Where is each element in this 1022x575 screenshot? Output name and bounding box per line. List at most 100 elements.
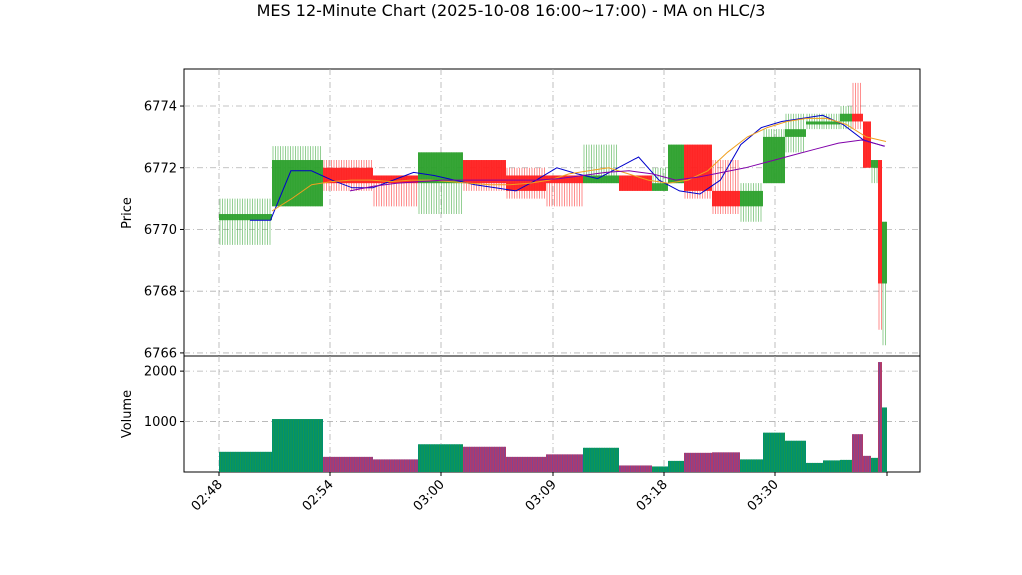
price-grid <box>184 69 920 356</box>
x-tick-label: 03:30 <box>745 477 782 514</box>
volume-bar <box>323 456 373 472</box>
volume-bar <box>740 459 763 472</box>
volume-bar <box>506 456 546 472</box>
volume-bar-body <box>668 460 684 472</box>
volume-bar <box>546 454 583 472</box>
price-panel: 6766 6768 6770 6772 6774 Price <box>120 68 921 361</box>
volume-bar <box>871 457 878 472</box>
x-tick-label: 03:18 <box>634 477 671 514</box>
volume-bar <box>684 452 712 472</box>
volume-panel: 1000 2000 Volume <box>120 355 921 473</box>
candle <box>852 82 863 130</box>
volume-bar-body <box>418 444 463 472</box>
volume-tick-label: 2000 <box>144 365 177 380</box>
volume-bar <box>619 465 652 472</box>
candle <box>871 160 878 184</box>
volume-bar <box>652 466 668 472</box>
candle <box>863 121 871 168</box>
candle <box>712 160 740 215</box>
volume-bar <box>373 459 418 472</box>
price-tick-label: 6772 <box>144 161 177 176</box>
volume-bars <box>219 362 887 472</box>
price-plot-frame <box>183 68 921 357</box>
candle-body <box>652 183 668 191</box>
candle-body <box>418 152 463 184</box>
volume-bar <box>763 432 785 472</box>
candle <box>546 175 583 207</box>
volume-bar-body <box>785 440 806 472</box>
x-tick-label: 02:48 <box>189 477 226 514</box>
candle-body <box>712 190 740 207</box>
volume-bar-body <box>272 419 323 472</box>
candle-body <box>583 175 619 184</box>
price-tick-label: 6770 <box>144 223 177 238</box>
price-tick-label: 6766 <box>144 346 177 361</box>
candle <box>463 160 506 191</box>
volume-bar <box>882 407 887 472</box>
price-axis-label: Price <box>120 197 135 229</box>
volume-bar <box>840 459 852 472</box>
candle <box>272 146 323 207</box>
ma-long-line <box>349 139 886 192</box>
candle <box>652 167 668 191</box>
candle-body <box>871 160 878 168</box>
volume-bar <box>863 455 871 472</box>
volume-bar <box>785 440 806 472</box>
volume-axis-label: Volume <box>120 390 135 438</box>
volume-bar-body <box>506 456 546 472</box>
candle-body <box>882 221 887 284</box>
volume-bar-body <box>852 434 863 472</box>
candle <box>882 221 887 346</box>
volume-bar <box>418 444 463 472</box>
candle-body <box>219 214 272 221</box>
candle <box>763 129 785 184</box>
x-tick-label: 03:00 <box>411 477 448 514</box>
candle <box>740 183 763 222</box>
candle-body <box>272 160 323 207</box>
candle <box>668 144 684 184</box>
candle-body <box>823 121 840 125</box>
volume-bar-body <box>323 456 373 472</box>
volume-bar-body <box>652 466 668 472</box>
candle <box>418 152 463 215</box>
candle-body <box>740 190 763 207</box>
ma-fast-line <box>250 114 885 221</box>
volume-bar <box>823 460 840 472</box>
x-axis-ticks: 02:48 02:54 03:00 03:09 03:18 03:30 <box>189 472 888 514</box>
volume-bar <box>272 419 323 472</box>
candle-body <box>840 113 852 122</box>
candle <box>323 160 373 191</box>
volume-bar-body <box>871 457 878 472</box>
candle-body <box>863 121 871 168</box>
volume-bar-body <box>806 462 823 472</box>
volume-bar <box>878 362 882 472</box>
x-tick-label: 02:54 <box>300 477 337 514</box>
candle <box>840 106 852 130</box>
volume-bar-body <box>882 407 887 472</box>
volume-bar <box>219 451 272 472</box>
volume-bar-body <box>823 460 840 472</box>
candles <box>219 82 887 346</box>
volume-bar <box>463 446 506 472</box>
candle <box>619 175 652 191</box>
volume-tick-label: 1000 <box>144 415 177 430</box>
ma-slow-line <box>271 117 887 212</box>
volume-bar <box>583 447 619 472</box>
price-tick-label: 6768 <box>144 285 177 300</box>
x-tick-label: 03:09 <box>523 477 560 514</box>
volume-bar <box>806 462 823 472</box>
candle <box>583 144 619 184</box>
candle-body <box>619 175 652 191</box>
candle <box>684 144 712 199</box>
volume-bar <box>852 434 863 472</box>
volume-bar-body <box>878 362 882 472</box>
candle-body <box>323 167 373 184</box>
candle <box>878 160 882 330</box>
volume-bar <box>668 460 684 472</box>
volume-bar-body <box>583 447 619 472</box>
price-tick-label: 6774 <box>144 100 177 115</box>
candle-body <box>463 160 506 184</box>
chart-title: MES 12-Minute Chart (2025-10-08 16:00~17… <box>257 1 766 20</box>
moving-average-lines <box>250 114 887 221</box>
